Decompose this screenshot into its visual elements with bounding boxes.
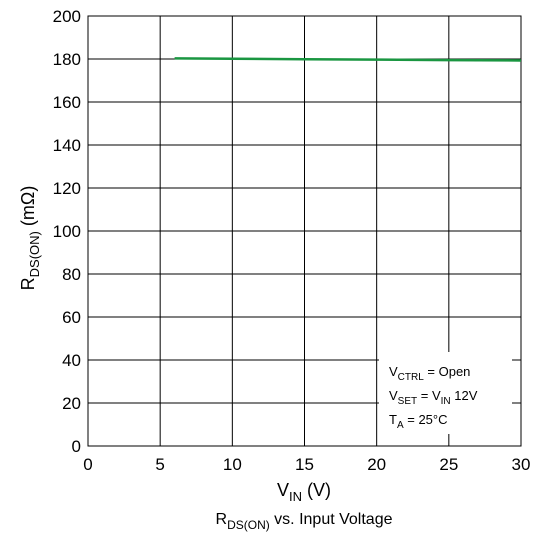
y-tick-label: 180 bbox=[53, 50, 81, 69]
x-tick-label: 25 bbox=[439, 455, 458, 474]
x-tick-label: 30 bbox=[512, 455, 531, 474]
y-tick-label: 200 bbox=[53, 7, 81, 26]
x-tick-label: 20 bbox=[367, 455, 386, 474]
y-tick-label: 80 bbox=[62, 265, 81, 284]
series-layer bbox=[174, 57, 522, 62]
x-tick-label: 15 bbox=[295, 455, 314, 474]
x-tick-label: 5 bbox=[155, 455, 164, 474]
x-tick-labels: 0 5 10 15 20 25 30 bbox=[83, 455, 530, 474]
annotation-box bbox=[379, 352, 512, 434]
y-tick-label: 160 bbox=[53, 93, 81, 112]
chart-caption: RDS(ON) vs. Input Voltage bbox=[216, 511, 393, 532]
rdson-series-line bbox=[174, 57, 522, 62]
annotation-line-temp: TA = 25°C bbox=[389, 412, 448, 431]
y-tick-label: 20 bbox=[62, 394, 81, 413]
x-tick-label: 0 bbox=[83, 455, 92, 474]
y-axis-title: RDS(ON) (mΩ) bbox=[18, 186, 42, 291]
annotation-line-set: VSET = VIN 12V bbox=[389, 388, 478, 407]
y-tick-labels: 0 20 40 60 80 100 120 140 160 180 200 bbox=[53, 7, 81, 456]
x-axis-title: VIN (V) bbox=[277, 480, 331, 504]
y-tick-label: 60 bbox=[62, 308, 81, 327]
y-tick-label: 140 bbox=[53, 136, 81, 155]
y-tick-label: 0 bbox=[72, 437, 81, 456]
x-tick-label: 10 bbox=[223, 455, 242, 474]
annotation-line-ctrl: VCTRL = Open bbox=[389, 364, 470, 383]
y-tick-label: 100 bbox=[53, 222, 81, 241]
y-tick-label: 40 bbox=[62, 351, 81, 370]
conditions-annotation: VCTRL = Open VSET = VIN 12V TA = 25°C bbox=[379, 352, 512, 434]
plot-frame bbox=[87, 15, 522, 447]
y-tick-label: 120 bbox=[53, 179, 81, 198]
